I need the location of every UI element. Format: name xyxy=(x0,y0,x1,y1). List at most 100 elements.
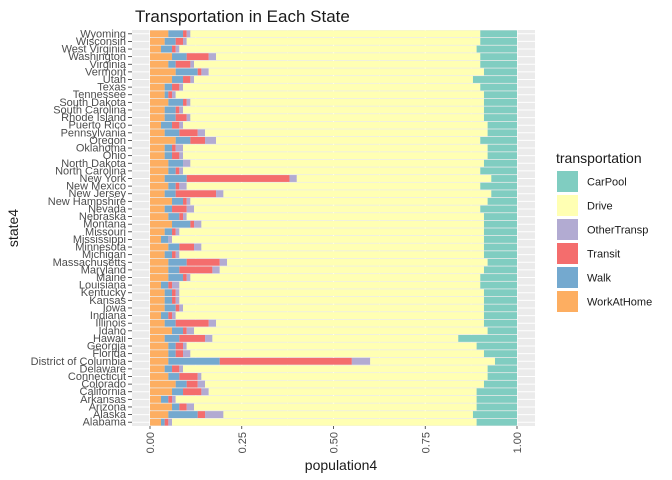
bar-workathome-south-carolina xyxy=(150,106,165,114)
bar-othertransp-south-carolina xyxy=(179,106,184,114)
bar-workathome-vermont xyxy=(150,68,176,76)
bar-walk-texas xyxy=(164,83,173,91)
bar-carpool-arkansas xyxy=(476,395,517,403)
bar-carpool-oklahoma xyxy=(487,144,517,152)
bar-carpool-west-virginia xyxy=(476,45,517,53)
bar-carpool-south-carolina xyxy=(483,106,517,114)
y-tick-label: Washington xyxy=(68,51,126,63)
bar-transit-kansas xyxy=(172,296,176,304)
bar-drive-new-mexico xyxy=(186,182,481,190)
y-tick-label: Delaware xyxy=(80,363,126,375)
bar-drive-florida xyxy=(190,350,484,358)
bars xyxy=(150,30,517,426)
bar-carpool-new-mexico xyxy=(480,182,517,190)
bar-othertransp-nebraska xyxy=(183,213,187,221)
bar-drive-new-hampshire xyxy=(190,197,488,205)
bar-transit-kentucky xyxy=(172,289,176,297)
bar-transit-maine xyxy=(183,274,187,281)
bar-drive-delaware xyxy=(183,365,488,373)
legend-label-drive: Drive xyxy=(587,201,613,213)
bar-othertransp-arkansas xyxy=(172,395,176,403)
bar-carpool-oregon xyxy=(480,136,517,144)
bar-drive-district-of-columbia xyxy=(370,357,495,365)
bar-othertransp-tennessee xyxy=(172,91,176,99)
bar-drive-new-jersey xyxy=(223,190,492,198)
bar-workathome-kentucky xyxy=(150,289,165,297)
bar-workathome-florida xyxy=(150,350,169,358)
bar-carpool-vermont xyxy=(483,68,517,76)
y-tick-label: Minnesota xyxy=(75,242,127,254)
bar-walk-alaska xyxy=(168,411,198,419)
bar-transit-georgia xyxy=(175,342,184,350)
bar-walk-new-hampshire xyxy=(172,197,184,205)
bar-workathome-mississippi xyxy=(150,235,162,243)
bar-transit-maryland xyxy=(179,266,213,274)
bar-walk-michigan xyxy=(164,251,173,259)
y-tick-label: Pennsylvania xyxy=(61,127,127,139)
bar-transit-vermont xyxy=(197,68,202,76)
bar-workathome-north-dakota xyxy=(150,159,169,167)
bar-othertransp-texas xyxy=(179,83,184,91)
bar-carpool-louisiana xyxy=(480,281,517,289)
bar-workathome-georgia xyxy=(150,342,169,350)
bar-drive-arkansas xyxy=(175,395,477,403)
bar-workathome-minnesota xyxy=(150,243,169,251)
bar-transit-nevada xyxy=(172,205,187,213)
bar-transit-california xyxy=(183,388,202,396)
bar-walk-north-dakota xyxy=(168,159,184,167)
y-tick-label: Connecticut xyxy=(68,371,126,383)
bar-othertransp-virginia xyxy=(190,60,195,68)
bar-othertransp-georgia xyxy=(183,342,187,350)
x-tick-label: 1.00 xyxy=(512,432,524,453)
bar-transit-wyoming xyxy=(183,30,187,38)
bar-walk-minnesota xyxy=(168,243,180,251)
bar-drive-west-virginia xyxy=(179,45,477,53)
y-tick-label: Wyoming xyxy=(80,28,126,40)
bar-carpool-wyoming xyxy=(480,30,517,38)
bar-carpool-georgia xyxy=(476,342,517,350)
bar-walk-indiana xyxy=(161,312,169,320)
bar-walk-kentucky xyxy=(164,289,173,297)
bar-workathome-tennessee xyxy=(150,91,165,99)
bar-transit-alabama xyxy=(164,418,169,426)
legend-key-transit xyxy=(557,243,578,264)
bar-transit-oregon xyxy=(190,136,206,144)
bar-walk-delaware xyxy=(164,365,173,373)
bar-drive-kansas xyxy=(179,296,484,304)
y-tick-label: California xyxy=(80,386,127,398)
bar-carpool-north-carolina xyxy=(480,167,517,175)
bar-workathome-iowa xyxy=(150,304,165,312)
y-tick-label: North Carolina xyxy=(55,165,127,177)
bar-drive-wisconsin xyxy=(186,37,481,45)
bar-walk-tennessee xyxy=(164,91,169,99)
bar-othertransp-illinois xyxy=(208,319,217,327)
bar-workathome-indiana xyxy=(150,312,162,320)
bar-othertransp-missouri xyxy=(175,228,180,236)
bar-othertransp-kentucky xyxy=(175,289,180,297)
bar-carpool-florida xyxy=(483,350,517,358)
bar-carpool-arizona xyxy=(476,403,517,411)
bar-walk-washington xyxy=(172,53,187,61)
bar-carpool-massachusetts xyxy=(487,258,517,266)
bar-carpool-delaware xyxy=(487,365,517,373)
bar-workathome-missouri xyxy=(150,228,165,236)
x-axis-title: population4 xyxy=(305,457,378,473)
bar-workathome-illinois xyxy=(150,319,165,327)
bar-othertransp-rhode-island xyxy=(186,114,191,122)
bar-drive-tennessee xyxy=(175,91,484,99)
bar-walk-idaho xyxy=(172,327,184,335)
bar-carpool-new-jersey xyxy=(491,190,517,198)
bar-carpool-puerto-rico xyxy=(487,121,517,129)
bar-carpool-connecticut xyxy=(487,373,517,380)
bar-othertransp-district-of-columbia xyxy=(351,357,371,365)
bar-drive-north-dakota xyxy=(190,159,484,167)
bar-othertransp-nevada xyxy=(186,205,195,213)
bar-transit-florida xyxy=(175,350,184,358)
bar-carpool-virginia xyxy=(480,60,517,68)
bar-carpool-new-york xyxy=(491,175,517,182)
bar-drive-maine xyxy=(190,274,481,281)
bar-transit-hawaii xyxy=(179,334,206,342)
bar-othertransp-new-jersey xyxy=(216,190,224,198)
bar-walk-oregon xyxy=(175,136,191,144)
y-tick-label: Nevada xyxy=(88,203,127,215)
